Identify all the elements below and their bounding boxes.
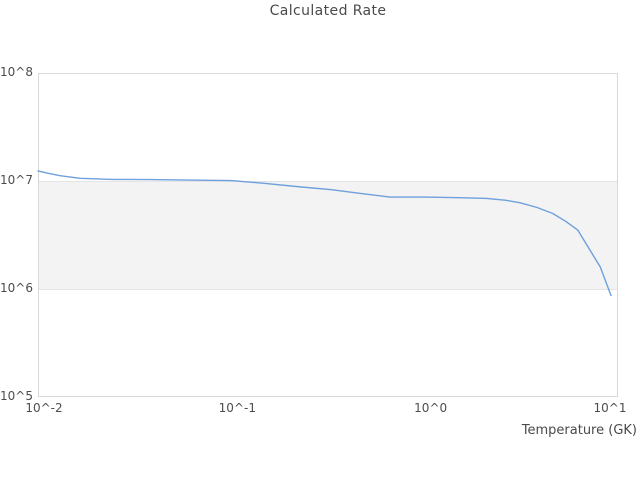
y-tick-label: 10^6: [0, 281, 33, 295]
y-tick-label: 10^8: [0, 65, 33, 79]
x-axis-title: Temperature (GK): [521, 423, 637, 438]
highlight-band: [38, 181, 618, 289]
plot-border: [38, 73, 618, 397]
x-tick-label: 10^-1: [218, 401, 256, 415]
x-tick-label: 10^1: [593, 401, 627, 415]
y-tick-label: 10^5: [0, 389, 33, 403]
x-tick-label: 10^-2: [25, 401, 63, 415]
chart-title: Calculated Rate: [269, 3, 387, 19]
series-line: [37, 170, 612, 297]
y-tick-label: 10^7: [0, 173, 33, 187]
x-tick-label: 10^0: [414, 401, 448, 415]
